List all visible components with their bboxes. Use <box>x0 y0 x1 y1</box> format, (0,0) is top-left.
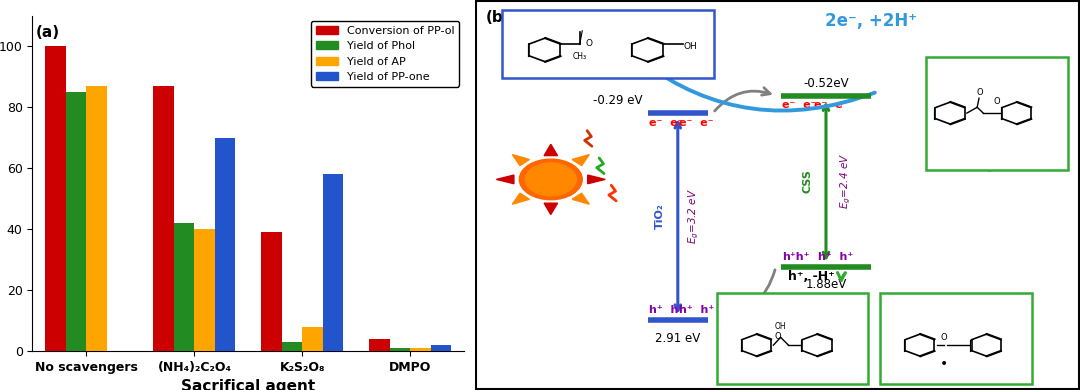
Text: e⁻  e⁻: e⁻ e⁻ <box>679 118 714 128</box>
Polygon shape <box>497 175 514 184</box>
Text: h⁺h⁺: h⁺h⁺ <box>782 252 809 262</box>
Bar <box>390 348 410 351</box>
Text: E$_{g}$=3.2 eV: E$_{g}$=3.2 eV <box>687 188 701 245</box>
Text: h⁺  h⁺: h⁺ h⁺ <box>649 305 684 315</box>
Text: O: O <box>941 333 947 342</box>
Text: h⁺, -H⁺: h⁺, -H⁺ <box>788 270 835 284</box>
Text: Phol: Phol <box>635 18 666 30</box>
Text: 2e⁻, +2H⁺: 2e⁻, +2H⁺ <box>825 12 917 30</box>
Circle shape <box>525 163 577 196</box>
Polygon shape <box>572 154 590 166</box>
FancyBboxPatch shape <box>502 10 714 78</box>
Text: E$_{g}$=2.4 eV: E$_{g}$=2.4 eV <box>838 153 852 209</box>
Text: -0.52eV: -0.52eV <box>804 77 849 90</box>
Text: OH: OH <box>684 42 698 51</box>
Bar <box>194 229 215 351</box>
Bar <box>45 46 66 351</box>
Text: e⁻  e⁻: e⁻ e⁻ <box>814 100 849 110</box>
Text: (a): (a) <box>36 25 59 40</box>
Legend: Conversion of PP-ol, Yield of Phol, Yield of AP, Yield of PP-one: Conversion of PP-ol, Yield of Phol, Yiel… <box>311 21 459 87</box>
Text: AP: AP <box>544 18 563 30</box>
Text: h⁺  h⁺: h⁺ h⁺ <box>819 252 853 262</box>
FancyBboxPatch shape <box>926 57 1068 170</box>
Text: TiO₂: TiO₂ <box>654 204 664 229</box>
Text: e⁻  e⁻: e⁻ e⁻ <box>649 118 684 128</box>
Bar <box>369 339 390 351</box>
Bar <box>302 326 323 351</box>
Polygon shape <box>588 175 605 184</box>
Text: -0.29 eV: -0.29 eV <box>593 94 643 107</box>
Bar <box>86 86 107 351</box>
Circle shape <box>519 159 582 200</box>
Text: •: • <box>940 357 948 371</box>
Text: h⁺, -H⁺: h⁺, -H⁺ <box>1017 151 1064 165</box>
Polygon shape <box>544 144 557 156</box>
Text: O: O <box>774 332 781 341</box>
Text: CSS: CSS <box>802 169 813 193</box>
Text: 2.91 eV: 2.91 eV <box>656 332 701 344</box>
Bar <box>153 86 174 351</box>
Bar <box>431 345 451 351</box>
Polygon shape <box>512 154 529 166</box>
Bar <box>410 348 431 351</box>
Bar <box>215 138 235 351</box>
FancyBboxPatch shape <box>880 292 1031 384</box>
Text: (b): (b) <box>486 10 511 25</box>
Text: O: O <box>994 97 1000 106</box>
Bar <box>174 223 194 351</box>
Bar <box>323 174 343 351</box>
Text: CH₃: CH₃ <box>572 52 586 61</box>
Text: h⁺  h⁺: h⁺ h⁺ <box>679 305 714 315</box>
Bar <box>282 342 302 351</box>
Text: Cα-O•: Cα-O• <box>935 300 976 312</box>
Polygon shape <box>512 193 529 204</box>
Text: PP-ol: PP-ol <box>774 300 811 312</box>
FancyBboxPatch shape <box>717 292 868 384</box>
Bar <box>66 92 86 351</box>
Text: e⁻  e⁻: e⁻ e⁻ <box>782 100 816 110</box>
Bar <box>261 232 282 351</box>
X-axis label: Sacrifical agent: Sacrifical agent <box>181 379 315 390</box>
Polygon shape <box>544 203 557 214</box>
Polygon shape <box>572 193 590 204</box>
Text: OH: OH <box>774 322 786 331</box>
Text: O: O <box>976 88 983 97</box>
Text: O: O <box>585 39 593 48</box>
Text: 1.88eV: 1.88eV <box>806 278 847 291</box>
Text: PP-one: PP-one <box>972 64 1021 77</box>
